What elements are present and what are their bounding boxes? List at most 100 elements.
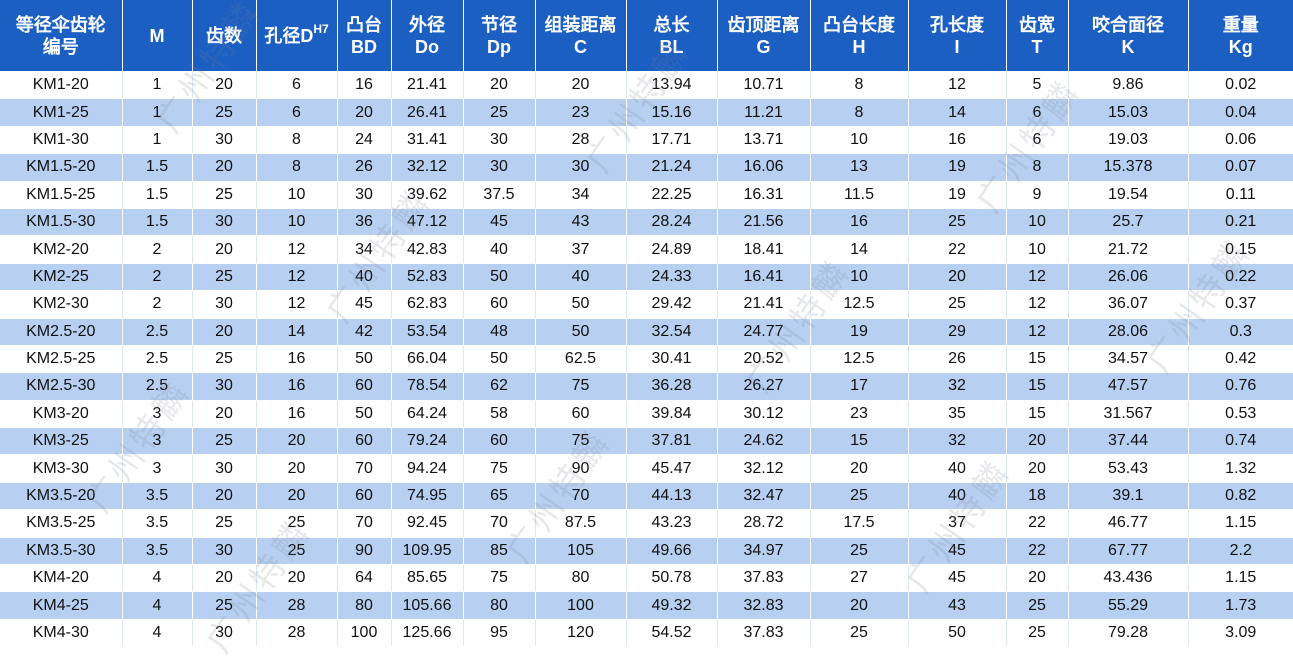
- table-cell: 100: [535, 592, 626, 619]
- table-cell: 1.73: [1188, 592, 1293, 619]
- column-header-line1: 总长: [627, 14, 717, 36]
- table-cell: 2.5: [122, 345, 192, 372]
- part-number-cell: KM4-30: [0, 619, 122, 646]
- table-cell: 35: [908, 400, 1006, 427]
- table-cell: 14: [256, 318, 337, 345]
- table-cell: 22: [908, 236, 1006, 263]
- table-cell: 74.95: [391, 482, 463, 509]
- table-cell: 3: [122, 455, 192, 482]
- table-cell: 30: [192, 455, 256, 482]
- table-cell: 20: [256, 428, 337, 455]
- table-cell: 45: [908, 537, 1006, 564]
- column-header-line2: 编号: [0, 36, 122, 58]
- part-number-cell: KM2.5-25: [0, 345, 122, 372]
- table-cell: 34.97: [717, 537, 810, 564]
- table-cell: 34.57: [1068, 345, 1188, 372]
- table-cell: 25: [810, 482, 908, 509]
- table-cell: 2: [122, 263, 192, 290]
- table-cell: 43: [535, 208, 626, 235]
- table-cell: 0.37: [1188, 291, 1293, 318]
- table-cell: 3.5: [122, 510, 192, 537]
- part-number-cell: KM1.5-30: [0, 208, 122, 235]
- table-cell: 25: [192, 510, 256, 537]
- column-header-line2: I: [909, 36, 1006, 58]
- table-cell: 45: [908, 565, 1006, 592]
- table-cell: 50: [337, 400, 391, 427]
- table-cell: 50: [535, 318, 626, 345]
- table-cell: 15: [1006, 373, 1068, 400]
- column-header-line1: 齿宽: [1007, 14, 1068, 36]
- column-header-line2: G: [718, 36, 810, 58]
- table-cell: 21.56: [717, 208, 810, 235]
- table-cell: 4: [122, 619, 192, 646]
- table-cell: 20.52: [717, 345, 810, 372]
- table-cell: 2.2: [1188, 537, 1293, 564]
- table-cell: 25: [192, 181, 256, 208]
- table-cell: 9: [1006, 181, 1068, 208]
- table-cell: 12: [908, 72, 1006, 99]
- column-header-line1: 外径: [392, 14, 463, 36]
- table-cell: 28.06: [1068, 318, 1188, 345]
- table-cell: 120: [535, 619, 626, 646]
- column-header-superscript: H7: [313, 22, 328, 36]
- table-cell: 2: [122, 236, 192, 263]
- table-cell: 12: [256, 263, 337, 290]
- table-cell: 26.27: [717, 373, 810, 400]
- table-cell: 0.3: [1188, 318, 1293, 345]
- table-cell: 19: [908, 181, 1006, 208]
- table-cell: 55.29: [1068, 592, 1188, 619]
- table-cell: 16.41: [717, 263, 810, 290]
- table-cell: 31.41: [391, 126, 463, 153]
- table-cell: 32.12: [717, 455, 810, 482]
- table-cell: 49.32: [626, 592, 717, 619]
- table-cell: 30: [192, 291, 256, 318]
- table-cell: 39.84: [626, 400, 717, 427]
- table-cell: 20: [337, 99, 391, 126]
- table-cell: 18: [1006, 482, 1068, 509]
- table-cell: 75: [463, 565, 535, 592]
- table-cell: 66.04: [391, 345, 463, 372]
- column-header-line1: 组装距离: [536, 14, 626, 36]
- table-cell: 17.71: [626, 126, 717, 153]
- table-cell: 40: [908, 482, 1006, 509]
- table-cell: 50: [337, 345, 391, 372]
- table-cell: 25: [256, 537, 337, 564]
- table-cell: 64.24: [391, 400, 463, 427]
- table-cell: 19.03: [1068, 126, 1188, 153]
- table-cell: 50: [535, 291, 626, 318]
- table-cell: 0.21: [1188, 208, 1293, 235]
- table-cell: 3.5: [122, 537, 192, 564]
- table-cell: 4: [122, 565, 192, 592]
- table-cell: 70: [337, 510, 391, 537]
- table-cell: 13.94: [626, 72, 717, 99]
- table-cell: 80: [535, 565, 626, 592]
- table-cell: 25: [192, 345, 256, 372]
- table-cell: 1.15: [1188, 565, 1293, 592]
- column-header: 孔径DH7: [256, 0, 337, 72]
- table-cell: 32: [908, 373, 1006, 400]
- table-cell: 36.28: [626, 373, 717, 400]
- table-cell: 19.54: [1068, 181, 1188, 208]
- table-cell: 60: [463, 291, 535, 318]
- table-cell: 26: [337, 154, 391, 181]
- table-cell: 25.7: [1068, 208, 1188, 235]
- table-cell: 50: [463, 263, 535, 290]
- part-number-cell: KM1-20: [0, 72, 122, 99]
- table-cell: 3: [122, 400, 192, 427]
- table-cell: 87.5: [535, 510, 626, 537]
- table-cell: 85: [463, 537, 535, 564]
- table-cell: 1: [122, 126, 192, 153]
- table-cell: 42.83: [391, 236, 463, 263]
- table-cell: 25: [192, 99, 256, 126]
- table-cell: 12: [256, 236, 337, 263]
- table-cell: 100: [337, 619, 391, 646]
- table-cell: 21.41: [391, 72, 463, 99]
